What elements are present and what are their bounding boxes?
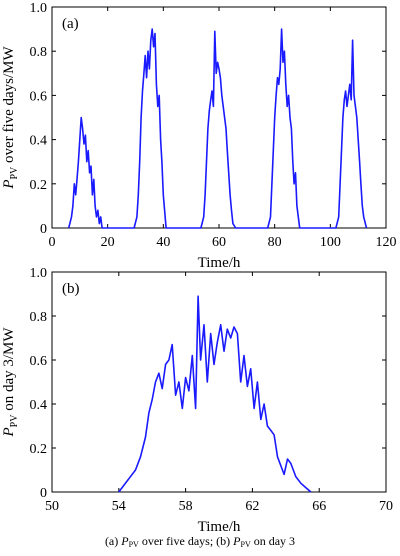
panel-a: 0 0.2 0.4 0.6 0.8 1.0 0 20 40 60 80 100 120 (a) Time/h… [1, 1, 397, 271]
y-tick-label: 0.2 [30, 178, 48, 193]
x-tick-label: 20 [101, 235, 115, 250]
y-tick-label: 0.8 [30, 45, 48, 60]
caption-p-symbol: P [121, 534, 129, 548]
x-tick-label: 66 [312, 499, 326, 514]
x-tick-label: 54 [112, 499, 126, 514]
x-tick-label: 60 [212, 235, 226, 250]
series-line-b-0 [118, 295, 312, 493]
y-tick-label: 1.0 [30, 1, 48, 16]
x-tick-label: 100 [320, 235, 341, 250]
series-line-a-0 [67, 28, 368, 229]
y-tick-label: 0 [40, 222, 47, 237]
y-tick-label: 0.2 [30, 442, 48, 457]
caption-a-prefix: (a) [104, 534, 122, 548]
y-tick-label: 0.4 [30, 134, 48, 149]
axes-frame [51, 6, 387, 229]
x-axis-label-b: Time/h [198, 519, 241, 535]
y-label-p-symbol: P [1, 427, 17, 437]
caption-pv-subscript: PV [128, 540, 139, 549]
y-tick-label: 0.6 [30, 89, 48, 104]
y-label-text: over five days/MW [1, 45, 17, 166]
caption-pv-subscript-b: PV [240, 540, 251, 549]
y-tick-label: 1.0 [30, 266, 48, 281]
y-axis-label-b: PPV on day 3/MW [1, 327, 20, 438]
x-tick-label: 50 [45, 499, 59, 514]
y-label-subscript: PV [9, 166, 20, 180]
axes-frame [51, 271, 387, 493]
x-tick-label: 62 [245, 499, 259, 514]
y-label-text: on day 3/MW [1, 327, 17, 415]
y-tick-label: 0 [40, 486, 47, 501]
panel-b: 0 0.2 0.4 0.6 0.8 1.0 50 54 58 62 66 70 (b) Time/h PPV… [1, 266, 393, 535]
x-axis-label-a: Time/h [198, 255, 241, 271]
panel-label-b: (b) [62, 281, 80, 297]
caption-p-symbol-b: P [233, 534, 241, 548]
panel-label-a: (a) [62, 16, 79, 32]
caption-b-rest: on day 3 [250, 534, 296, 548]
y-tick-label: 0.8 [30, 310, 48, 325]
y-label-p-symbol: P [1, 180, 17, 190]
x-tick-label: 80 [268, 235, 282, 250]
caption-a-rest: over five days; (b) [138, 534, 234, 548]
x-tick-label: 70 [379, 499, 393, 514]
x-tick-label: 40 [156, 235, 170, 250]
x-tick-label: 58 [179, 499, 193, 514]
y-label-subscript: PV [9, 414, 20, 428]
figure-caption: (a) PPV over five days; (b) PPV on day 3 [0, 534, 400, 549]
y-axis-label-a: PPV over five days/MW [1, 45, 20, 189]
x-tick-label: 120 [376, 235, 397, 250]
x-tick-label: 0 [49, 235, 56, 250]
y-tick-label: 0.6 [30, 354, 48, 369]
y-tick-label: 0.4 [30, 398, 48, 413]
